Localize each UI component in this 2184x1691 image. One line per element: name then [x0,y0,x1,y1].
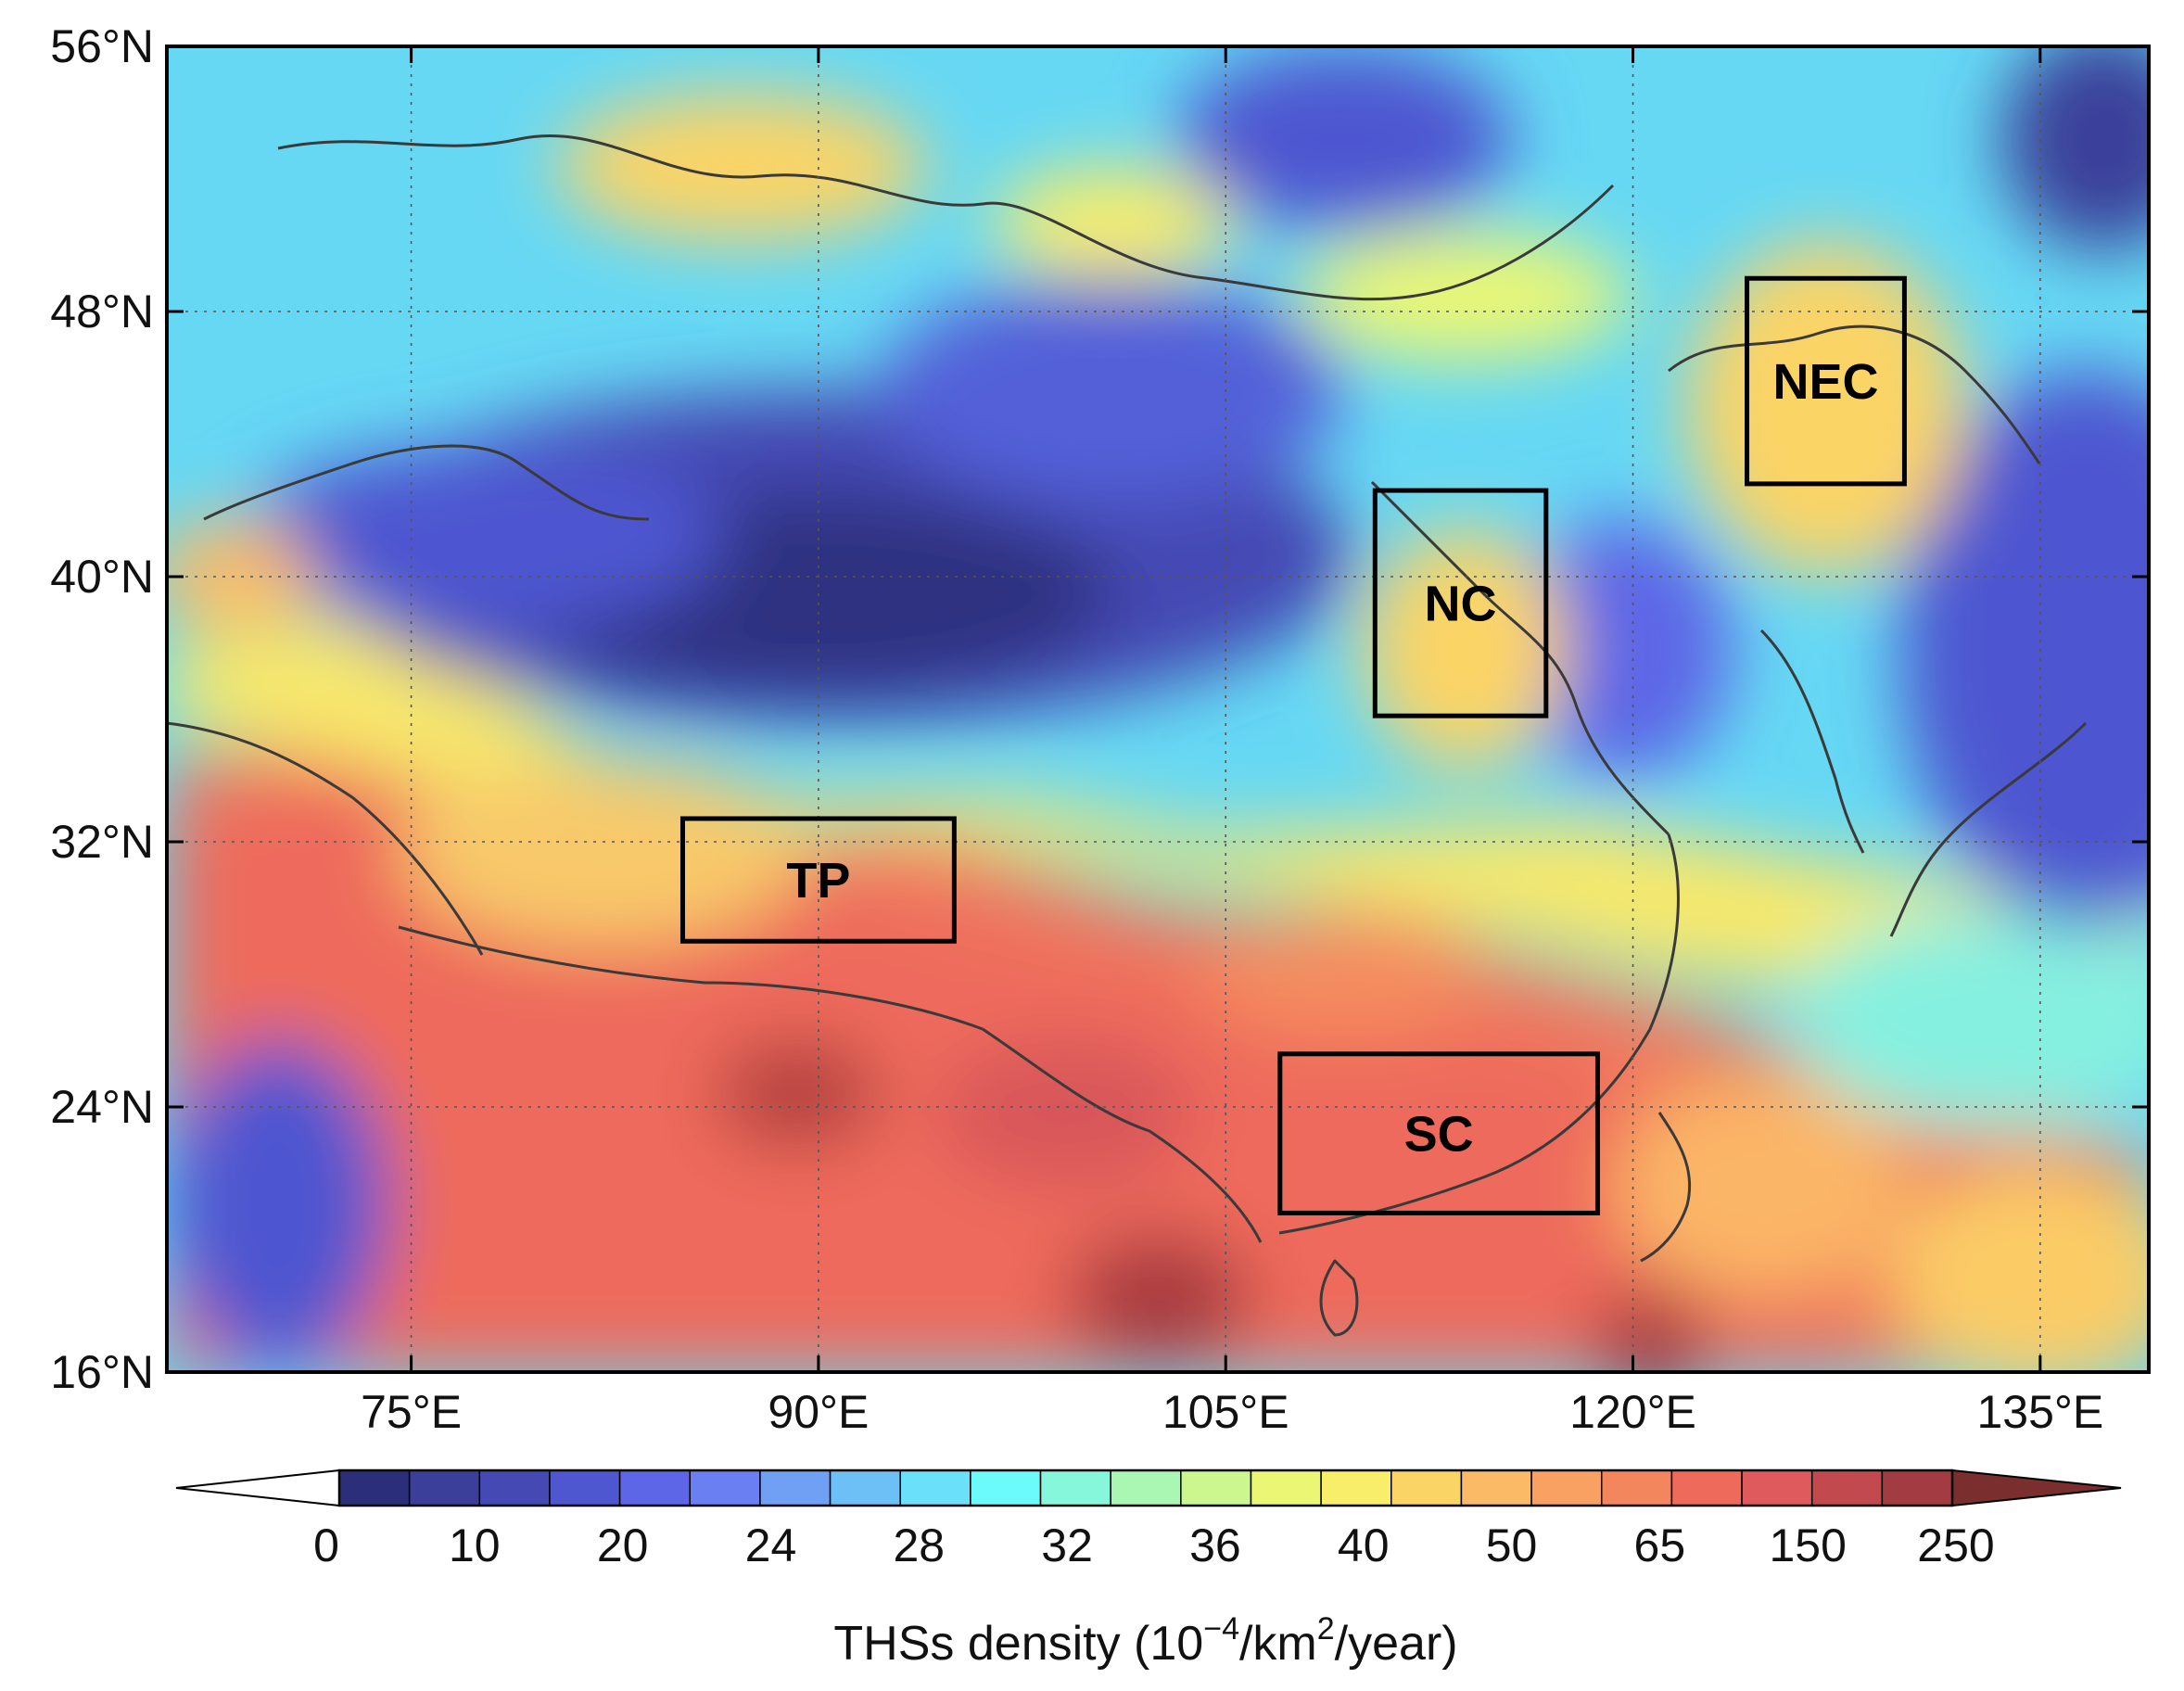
lat-tick-label: 40°N [50,551,154,603]
colorbar-tick-label: 32 [1041,1519,1093,1571]
colorbar-swatch [1670,1469,1743,1507]
colorbar-tick-label: 250 [1917,1519,1994,1571]
colorbar-swatch [1810,1469,1884,1507]
colorbar-swatch [829,1469,901,1507]
lat-tick-label: 32°N [50,816,154,868]
region-label-nc: NC [1425,577,1497,632]
colorbar-tick-label: 40 [1338,1519,1390,1571]
colorbar-title-end: /year) [1335,1617,1458,1671]
colorbar-swatch [549,1469,621,1507]
colorbar-title-exponent: −4 [1203,1611,1239,1646]
lon-tick-label: 120°E [1569,1386,1696,1438]
colorbar-swatch [970,1469,1042,1507]
colorbar-swatch [1881,1469,1953,1507]
lat-tick-label: 24°N [50,1081,154,1133]
colorbar-swatch [478,1469,551,1507]
map-frame [165,44,2151,1374]
lon-tick-label: 90°E [768,1386,869,1438]
colorbar-tick-label: 65 [1634,1519,1686,1571]
region-boxes: NEC NC TP SC [679,275,1907,1215]
colorbar-swatch [1039,1469,1111,1507]
region-box-tp [679,816,957,944]
colorbar-swatch [1460,1469,1532,1507]
colorbar-swatch [1320,1469,1392,1507]
lat-tick-label: 16°N [50,1346,154,1398]
colorbar-title-main: THSs density (10 [833,1617,1203,1671]
latitude-axis: 56°N 48°N 40°N 32°N 24°N 16°N [50,20,2149,1398]
colorbar-tick-label: 36 [1189,1519,1241,1571]
colorbar-title-unit-exponent: 2 [1317,1611,1335,1646]
colorbar-tick-label: 0 [313,1519,339,1571]
colorbar-title-unit: /km [1239,1617,1317,1671]
colorbar-swatch [408,1469,481,1507]
colorbar-swatch [338,1469,411,1507]
colorbar-swatch [1741,1469,1813,1507]
colorbar-swatch [1600,1469,1673,1507]
lat-tick-label: 48°N [50,286,154,337]
colorbar-tick-label: 150 [1769,1519,1846,1571]
country-borders [167,134,2088,1337]
colorbar-swatch [899,1469,971,1507]
colorbar-swatch [759,1469,832,1507]
region-box-nec [1745,275,1907,487]
region-label-nec: NEC [1772,354,1878,410]
density-field [167,46,2149,1372]
region-box-nc [1372,488,1549,718]
colorbar-tick-label: 10 [449,1519,501,1571]
region-label-sc: SC [1404,1107,1474,1163]
lon-tick-label: 105°E [1162,1386,1289,1438]
colorbar-swatch [1110,1469,1182,1507]
colorbar-swatch [618,1469,692,1507]
colorbar-under-arrow [175,1468,340,1507]
colorbar-swatch [1390,1469,1463,1507]
colorbar-swatch [689,1469,761,1507]
gridlines [167,46,2149,1372]
colorbar-outline [337,1468,1954,1507]
colorbar-title: THSs density (10−4/km2/year) [833,1611,1457,1671]
region-label-tp: TP [786,853,850,909]
colorbar-swatch [1250,1469,1322,1507]
colorbar-over-arrow [1951,1468,2122,1507]
colorbar-tick-label: 20 [597,1519,649,1571]
longitude-axis: 75°E 90°E 105°E 120°E 135°E [361,46,2103,1438]
colorbar-swatch [1530,1469,1603,1507]
lon-tick-label: 75°E [361,1386,462,1438]
lat-tick-label: 56°N [50,20,154,72]
colorbar-tick-label: 50 [1486,1519,1538,1571]
colorbar-swatch [1180,1469,1252,1507]
region-box-sc [1277,1051,1600,1215]
colorbar: 0 10 20 24 28 32 36 40 50 65 150 250 [175,1468,2122,1571]
colorbar-tick-label: 28 [893,1519,945,1571]
lon-tick-label: 135°E [1976,1386,2103,1438]
colorbar-tick-label: 24 [745,1519,797,1571]
